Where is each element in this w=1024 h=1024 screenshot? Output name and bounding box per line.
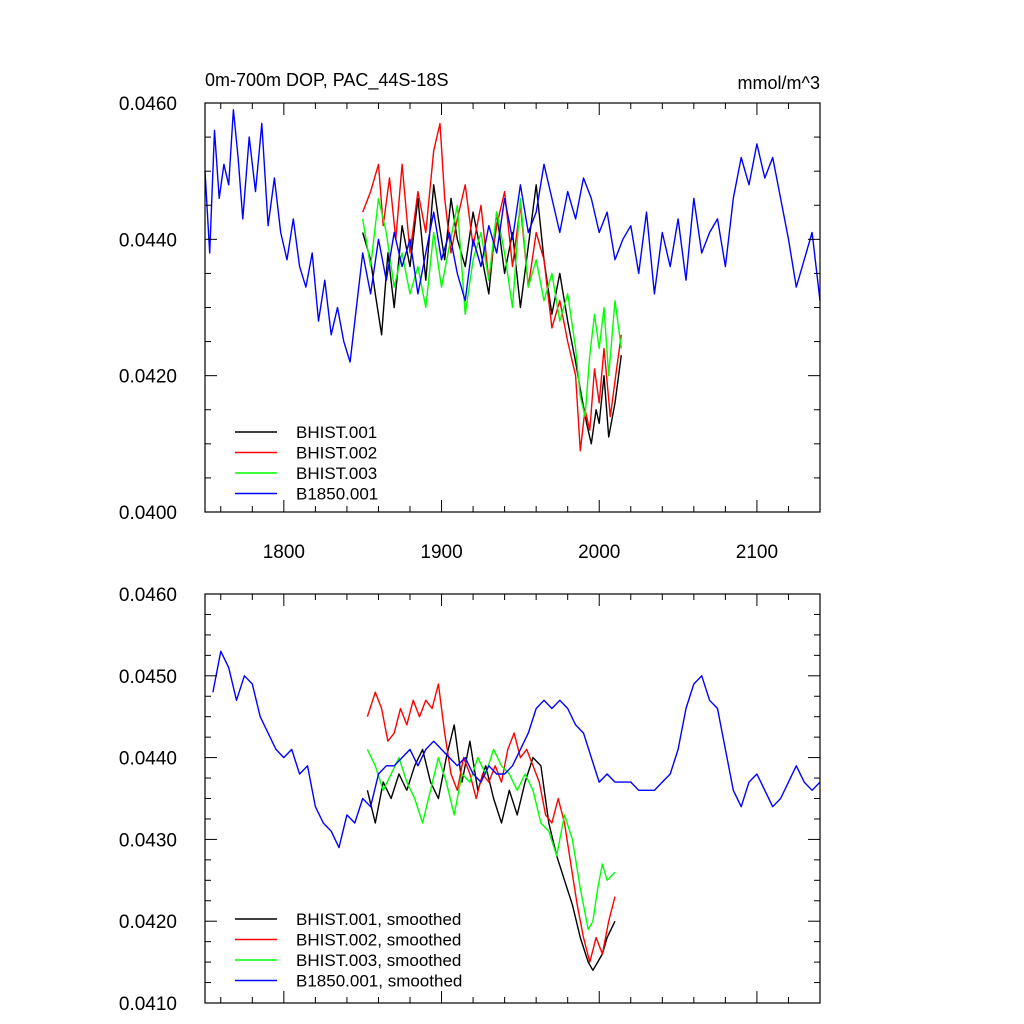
panel-2-legend-label: BHIST.001, smoothed	[296, 910, 461, 929]
panel-2-legend-label: BHIST.002, smoothed	[296, 931, 461, 950]
panel-1-y-tick-label: 0.0460	[119, 94, 177, 115]
panel-1-units: mmol/m^3	[738, 73, 820, 93]
panel-1-legend-label: BHIST.002	[296, 444, 377, 463]
panel-2-series-line-4	[212, 650, 821, 849]
panel-1-y-tick-label: 0.0400	[119, 503, 177, 524]
panel-2-legend-label: B1850.001, smoothed	[296, 972, 462, 991]
panel-2-series-line-2	[366, 683, 616, 963]
panel-2-legend-label: BHIST.003, smoothed	[296, 951, 461, 970]
panel-2-series-line-3	[366, 748, 616, 931]
panel-2-y-tick-label: 0.0420	[119, 912, 177, 933]
panel-1-plot: 0.0400 0.0420 0.0440 0.0460 1800 1900 2000 2100…	[119, 94, 821, 563]
panel-1-x-tick-label: 1900	[420, 542, 462, 563]
panel-1-x-tick-label: 1800	[263, 542, 305, 563]
panel-2-y-tick-label: 0.0450	[119, 667, 177, 688]
panel-1-series-line-4	[204, 109, 821, 363]
panel-1-x-tick-label: 2000	[578, 542, 620, 563]
panel-2-y-tick-label: 0.0410	[119, 994, 177, 1015]
panel-1-legend-label: BHIST.001	[296, 423, 377, 442]
panel-1-y-tick-label: 0.0420	[119, 367, 177, 388]
panel-2-y-tick-label: 0.0440	[119, 749, 177, 770]
panel-1-legend-label: BHIST.003	[296, 464, 377, 483]
panel-2-plot: 0.0410 0.0420 0.0430 0.0440 0.0450 0.0460 BHIS…	[119, 585, 821, 1015]
panel-2-y-tick-label: 0.0430	[119, 830, 177, 851]
panel-1-x-tick-label: 2100	[736, 542, 778, 563]
panel-1-legend-label: B1850.001	[296, 485, 378, 504]
panel-1-title: 0m-700m DOP, PAC_44S-18S	[205, 70, 448, 91]
panel-2-y-tick-label: 0.0460	[119, 585, 177, 606]
panel-1-series-line-2	[362, 122, 622, 452]
panel-1-y-tick-label: 0.0440	[119, 230, 177, 251]
panel-2-series-line-1	[366, 724, 616, 971]
panel-1-series-line-3	[362, 197, 622, 418]
